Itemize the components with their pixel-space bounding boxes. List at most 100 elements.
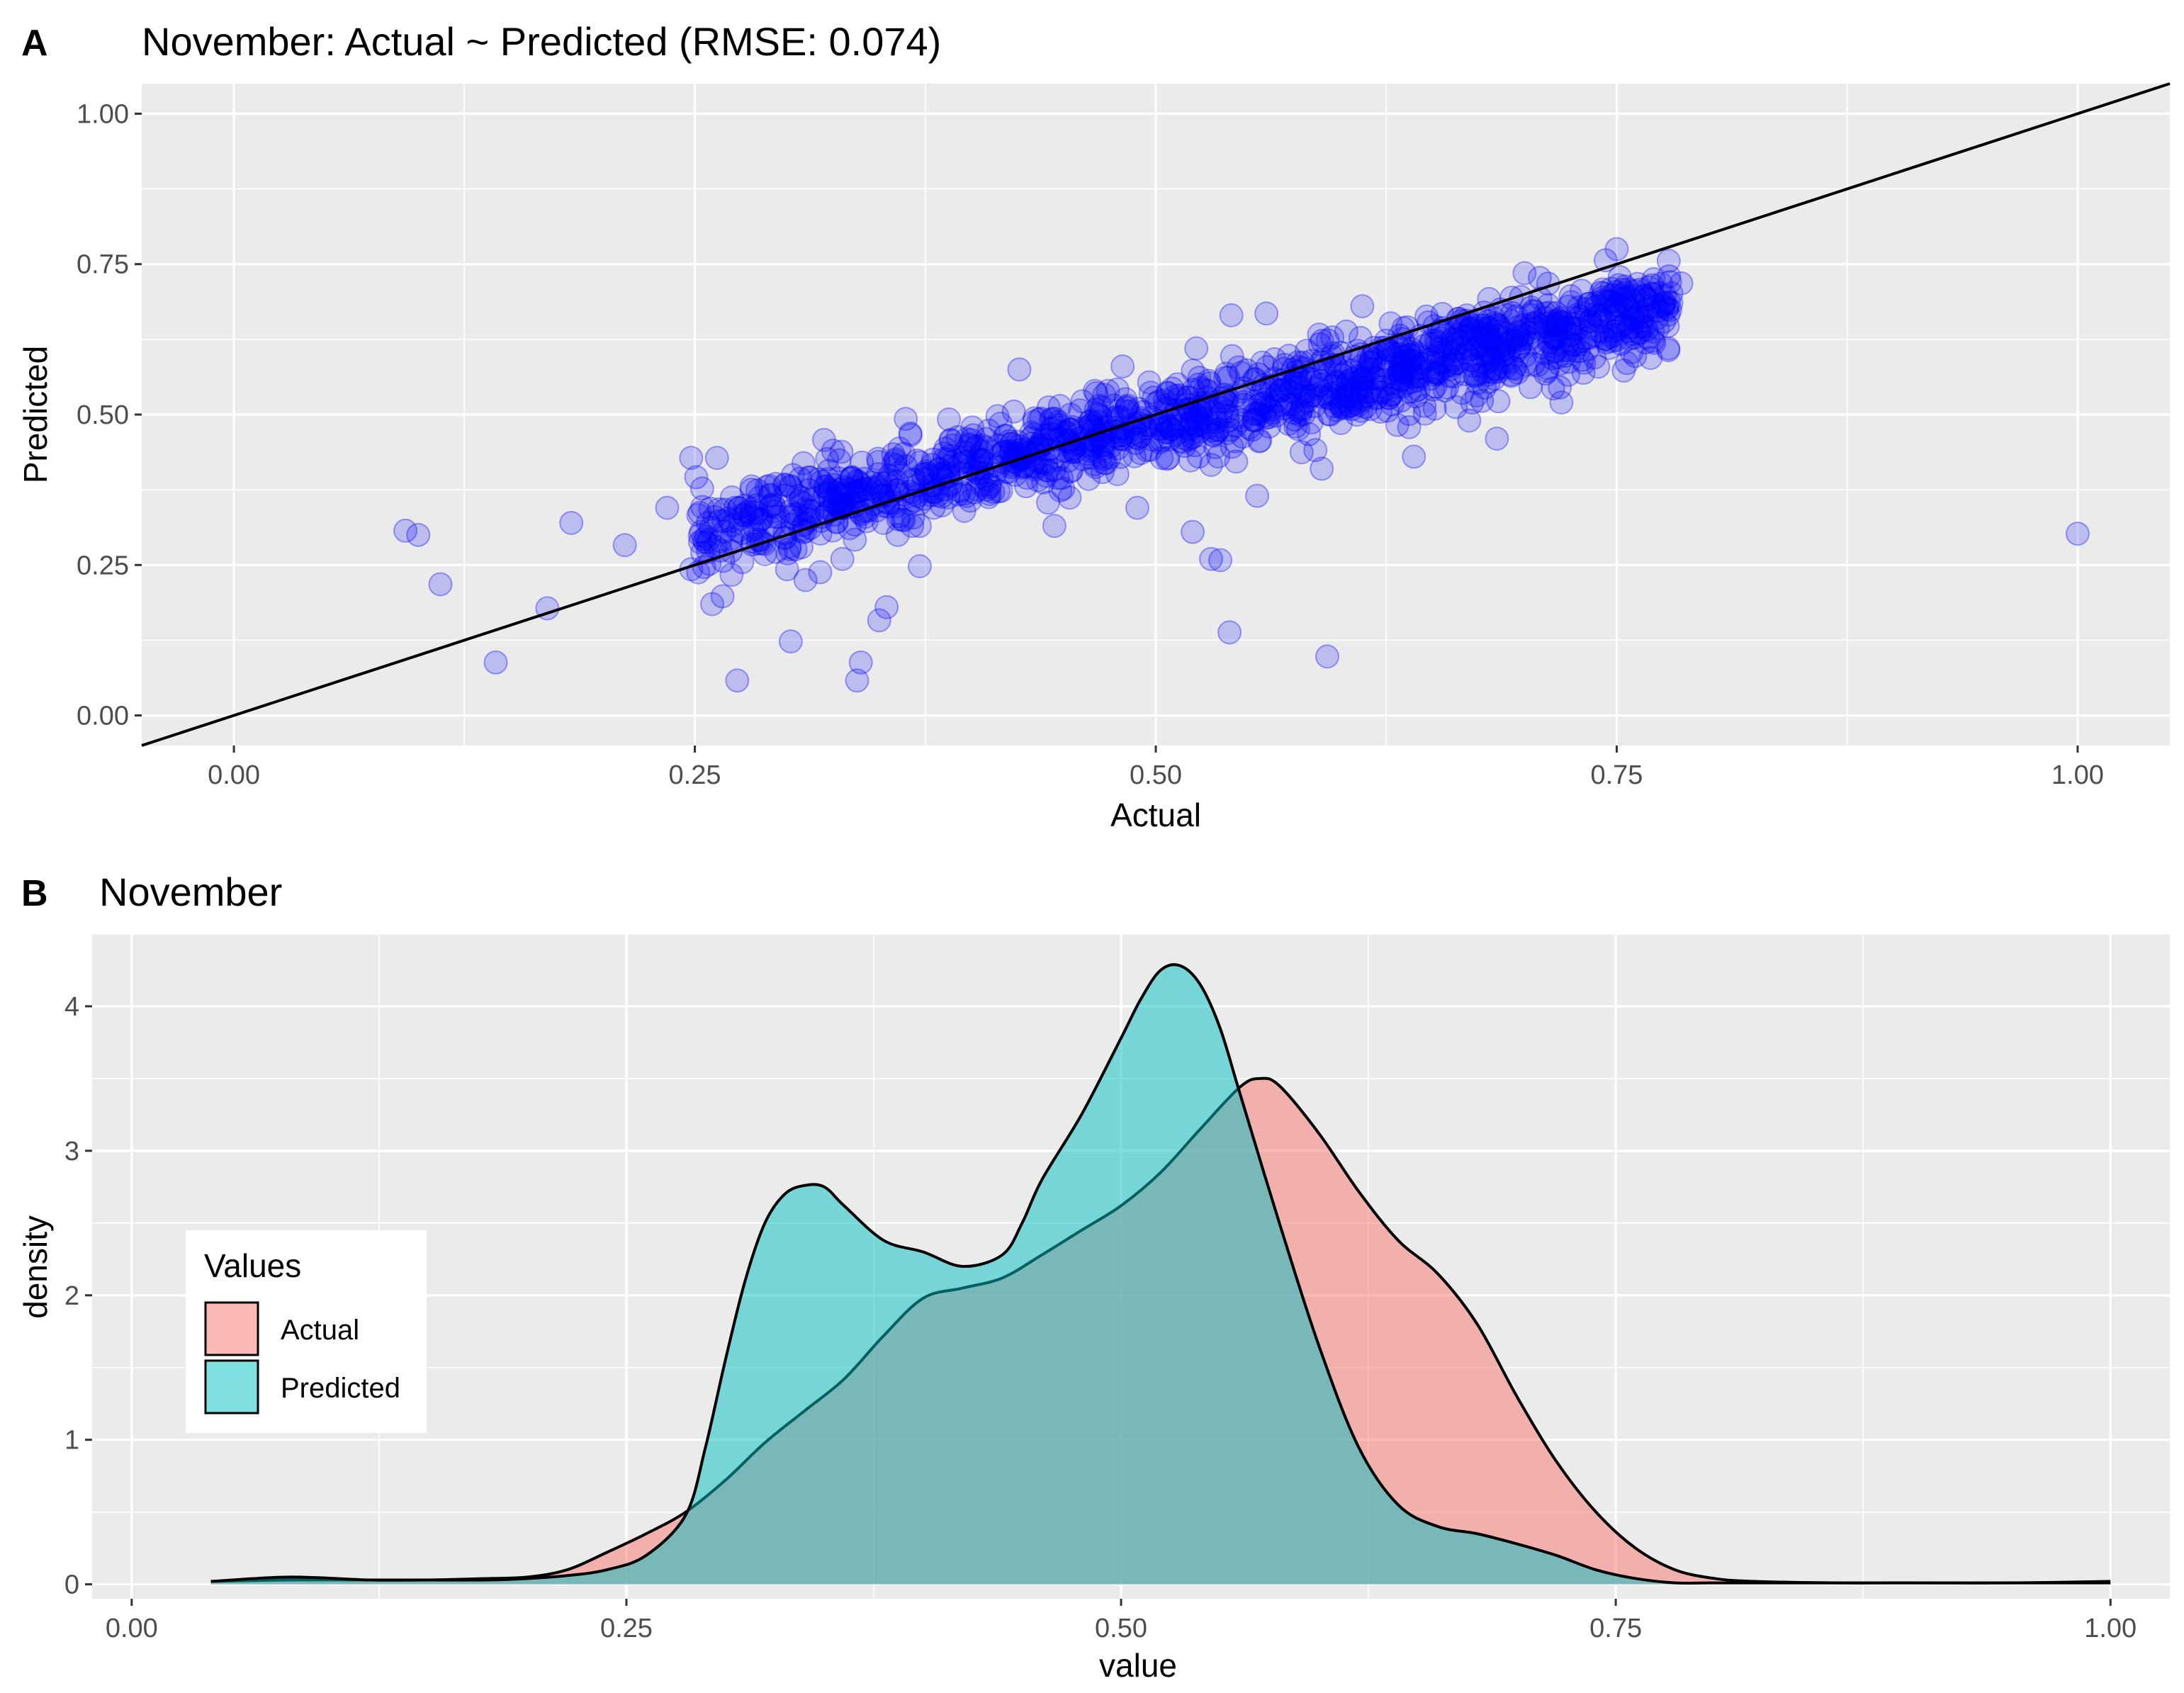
scatter-point	[1358, 349, 1383, 374]
scatter-point	[1006, 429, 1030, 454]
scatter-point	[725, 668, 750, 693]
scatter-point	[1513, 343, 1538, 368]
scatter-point	[1204, 421, 1229, 446]
scatter-point	[883, 449, 908, 473]
scatter-point	[1599, 276, 1624, 301]
scatter-point	[1482, 348, 1507, 373]
scatter-point	[1435, 376, 1460, 400]
scatter-point	[797, 465, 821, 490]
scatter-y-axis-label: Predicted	[17, 346, 54, 483]
scatter-point	[1619, 339, 1644, 364]
scatter-point	[1262, 347, 1287, 371]
scatter-point	[1019, 426, 1044, 451]
scatter-point	[1471, 360, 1496, 385]
scatter-point	[704, 446, 729, 471]
scatter-point	[1269, 393, 1294, 417]
scatter-point	[1363, 366, 1388, 390]
scatter-point	[1464, 383, 1489, 407]
scatter-point	[1323, 369, 1348, 393]
scatter-point	[1242, 408, 1267, 433]
scatter-point	[1577, 291, 1602, 316]
scatter-point	[1365, 385, 1390, 410]
scatter-point	[1282, 407, 1307, 432]
scatter-point	[1636, 293, 1661, 318]
scatter-point	[1482, 310, 1507, 335]
scatter-point	[1422, 396, 1447, 421]
scatter-point	[1557, 315, 1582, 339]
scatter-point	[793, 568, 818, 592]
scatter-point	[940, 433, 965, 458]
scatter-point	[1302, 394, 1327, 419]
density-y-tick-label: 1	[64, 1426, 79, 1456]
scatter-point	[1669, 271, 1694, 296]
scatter-point	[1344, 403, 1369, 427]
scatter-point	[1046, 410, 1071, 434]
scatter-point	[1057, 417, 1082, 442]
scatter-point	[719, 526, 744, 551]
scatter-point	[761, 499, 786, 524]
scatter-point	[792, 511, 817, 536]
scatter-point	[1487, 340, 1512, 365]
scatter-point	[713, 497, 738, 522]
scatter-point	[1524, 316, 1549, 341]
scatter-point	[1011, 455, 1035, 480]
scatter-point	[914, 461, 939, 486]
scatter-point	[707, 509, 732, 534]
scatter-point	[818, 488, 843, 512]
scatter-point	[1458, 315, 1483, 340]
scatter-point	[1088, 444, 1113, 469]
scatter-point	[1180, 410, 1205, 434]
scatter-point	[1458, 348, 1483, 373]
scatter-point	[1546, 313, 1570, 338]
scatter-point	[954, 483, 979, 508]
scatter-point	[1577, 309, 1602, 334]
scatter-point	[1444, 351, 1469, 376]
scatter-point	[1453, 362, 1477, 387]
scatter-point	[1088, 405, 1113, 429]
scatter-point	[945, 424, 970, 449]
scatter-point	[1292, 380, 1317, 405]
scatter-point	[778, 629, 803, 654]
density-curve-predicted	[210, 963, 2111, 1585]
scatter-point	[1248, 428, 1273, 453]
scatter-point	[825, 480, 850, 505]
scatter-point	[694, 524, 719, 549]
scatter-point	[1156, 415, 1181, 439]
scatter-point	[1485, 313, 1510, 337]
scatter-point	[852, 466, 877, 491]
scatter-point	[1480, 327, 1505, 352]
scatter-point	[1058, 417, 1083, 441]
scatter-point	[1553, 344, 1577, 369]
scatter-point	[1261, 400, 1285, 425]
scatter-point	[977, 475, 1002, 500]
scatter-point	[981, 480, 1006, 505]
scatter-point	[1499, 362, 1524, 387]
scatter-point	[910, 462, 935, 487]
scatter-point	[1077, 438, 1102, 463]
scatter-point	[1369, 374, 1394, 399]
scatter-point	[779, 475, 804, 500]
scatter-point	[1122, 412, 1147, 437]
scatter-point	[1567, 339, 1592, 364]
scatter-point	[1124, 425, 1149, 450]
scatter-point	[1522, 299, 1547, 324]
scatter-point	[1007, 357, 1032, 382]
scatter-point	[1292, 383, 1317, 408]
scatter-point	[1533, 301, 1558, 326]
scatter-point	[1535, 356, 1560, 381]
scatter-point	[1135, 438, 1159, 463]
scatter-point	[1029, 406, 1054, 431]
scatter-point	[835, 485, 860, 510]
scatter-point	[744, 501, 769, 526]
scatter-point	[1574, 326, 1599, 351]
scatter-point	[1474, 342, 1499, 367]
scatter-point	[1540, 346, 1565, 371]
scatter-point	[848, 500, 873, 525]
scatter-point	[1181, 358, 1205, 383]
scatter-point	[891, 508, 916, 533]
scatter-point	[871, 493, 896, 518]
scatter-point	[1602, 319, 1627, 344]
scatter-point	[1629, 300, 1654, 325]
scatter-point	[1380, 382, 1405, 407]
scatter-point	[1485, 336, 1510, 361]
